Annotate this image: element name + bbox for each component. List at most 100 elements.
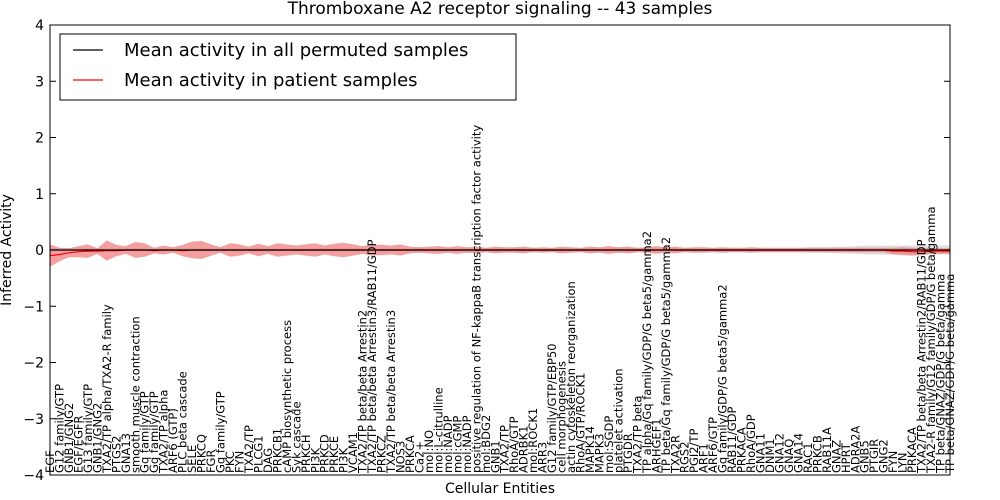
- entity-label: cell morphogenesis: [555, 361, 569, 473]
- entity-label: LYN: [896, 452, 910, 473]
- entity-label: PRKCD: [318, 434, 332, 473]
- entity-label: mol:ROCK1: [526, 408, 540, 473]
- legend-label-permuted: Mean activity in all permuted samples: [124, 40, 468, 61]
- entity-label: TXA2/TP alpha/TXA2-R family: [100, 304, 114, 474]
- legend-box: [59, 33, 517, 101]
- entity-label: GNA14: [791, 433, 805, 473]
- entity-label: RGS2: [678, 441, 692, 473]
- entity-label: PRKCH: [299, 434, 313, 473]
- entity-label: PRKCB: [810, 435, 824, 473]
- entity-label: VCAM1: [346, 432, 360, 473]
- entity-label: TXA2/TP: [242, 425, 256, 474]
- entity-label: PRKCB1: [270, 428, 284, 473]
- entity-label: PRKCE: [327, 436, 341, 473]
- entity-label: FGR: [204, 450, 218, 474]
- entity-label: TXA2R: [668, 435, 682, 474]
- entity-label: Syk cascade: [289, 401, 303, 473]
- line-layer: [49, 249, 950, 257]
- entity-label: GNA11: [754, 433, 768, 473]
- entity-label: ARF1: [697, 443, 711, 473]
- entity-label: GNA12: [773, 433, 787, 473]
- entity-label: TP beta/GNAZ/GDP/G beta/gamma: [934, 274, 948, 474]
- entity-label: GNAZ: [829, 440, 843, 473]
- entity-label: TXA2/TP beta/beta Arrestin2/RAB11/GDP: [915, 239, 929, 474]
- entity-label: TP alpha/Gq family/GDP/G beta5/gamma2: [640, 231, 654, 474]
- entity-label: G13 family/GTP: [81, 384, 95, 473]
- entity-label: positive regulation of NF-kappaB transcr…: [469, 125, 483, 473]
- entity-label: PRKCQ: [195, 434, 209, 473]
- entity-label: PTGS2: [109, 435, 123, 473]
- entity-label: RhoA/GDP: [744, 414, 758, 473]
- entity-label: GNA13: [119, 433, 133, 473]
- entity-label: TXA2-R family/G12 family/GDP/G beta/gamm…: [924, 206, 938, 474]
- entity-label: ARR3: [536, 442, 550, 473]
- entity-label: Gq family/GTP: [138, 391, 152, 473]
- entity-label: GNB1: [488, 440, 502, 473]
- legend: Mean activity in all permuted samples Me…: [59, 33, 517, 101]
- entity-label: Ca2+: [413, 441, 427, 473]
- entity-label: PKC: [223, 451, 237, 473]
- entity-label: NOS3: [394, 441, 408, 473]
- entity-label: cAMP biosynthetic process: [280, 320, 294, 473]
- entity-label: PTGDR: [621, 433, 635, 473]
- x-axis-label: Cellular Entities: [445, 481, 555, 497]
- y-tick-layer: −4 −3 −2 −1 0 1 2 3 4: [23, 18, 950, 484]
- entity-label: RhoA/GTP: [507, 416, 521, 473]
- entity-label: ARF6 (GTP): [166, 408, 180, 473]
- entity-label: RhoA/GTP/ROCK1: [574, 373, 588, 473]
- entity-label: mol:L-citrulline: [431, 387, 445, 473]
- y-tick-label: −2: [23, 356, 44, 372]
- entity-label: ADRBK1: [517, 426, 531, 473]
- entity-label: PRKCZ: [375, 435, 389, 473]
- entity-label: PI3K: [308, 447, 322, 473]
- chart-title: Thromboxane A2 receptor signaling -- 43 …: [287, 0, 713, 19]
- entity-label: mol:NADP: [460, 415, 474, 473]
- entity-label: DNM1: [763, 438, 777, 473]
- entity-label: PI3K: [337, 447, 351, 473]
- entity-label: PGI2/TP: [687, 429, 701, 473]
- entity-label: PLC beta cascade: [176, 371, 190, 473]
- entity-label: actin cytoskeleton reorganization: [564, 281, 578, 473]
- patient-spread-band: [50, 240, 950, 267]
- entity-label: GNAQ: [782, 439, 796, 473]
- entity-label: TXA2/TP: [498, 425, 512, 474]
- entity-label: RAB11/GDP: [725, 406, 739, 473]
- entity-label: RAB11A: [820, 427, 834, 473]
- entity-label: EGF/EGFR: [71, 416, 85, 473]
- entity-label: mol:cGMP: [450, 416, 464, 473]
- entity-label: TXA2/TP alpha: [157, 390, 171, 474]
- entity-label: FYN: [233, 451, 247, 473]
- entity-label: MAPK14: [583, 426, 597, 473]
- y-tick-label: −1: [23, 299, 44, 315]
- band-layer: [50, 240, 950, 267]
- y-tick-label: 4: [35, 18, 44, 34]
- entity-label: Gq family/GTP: [147, 391, 161, 473]
- entity-label: DAG: [261, 448, 275, 473]
- entity-label: TXA2/TP beta/beta Arrestin3: [384, 310, 398, 474]
- y-tick-label: −4: [23, 468, 44, 484]
- entity-label: PLCG1: [251, 435, 265, 473]
- y-tick-label: −3: [23, 412, 44, 428]
- entity-label: PRKACA: [735, 427, 749, 473]
- y-axis-label: Inferred Activity: [0, 194, 15, 306]
- entity-label: ARF6/GTP: [706, 417, 720, 473]
- entity-label: platelet activation: [611, 368, 625, 473]
- entity-label: HPRT: [839, 442, 853, 473]
- entity-label: Gq family/GDP/G beta5/gamma2: [716, 284, 730, 473]
- entity-label: TXA2/TP beta: [630, 396, 644, 475]
- y-tick-label: 0: [35, 243, 44, 259]
- entity-label: PTGIR: [867, 439, 881, 473]
- entity-label: mol:NO: [422, 430, 436, 473]
- entity-label: G12 family/GTP: [53, 384, 67, 473]
- entity-label: Gq family/GTP: [214, 391, 228, 473]
- y-tick-label: 3: [35, 74, 44, 90]
- legend-label-patient: Mean activity in patient samples: [124, 70, 418, 91]
- entity-label: SELE: [185, 445, 199, 473]
- entity-label: mol:NADP: [441, 415, 455, 473]
- entity-label: MAPK3: [593, 433, 607, 473]
- entity-label: RAC1: [801, 442, 815, 473]
- entity-label: ARHGEF1: [649, 418, 663, 473]
- entity-label: GNG2: [877, 439, 891, 473]
